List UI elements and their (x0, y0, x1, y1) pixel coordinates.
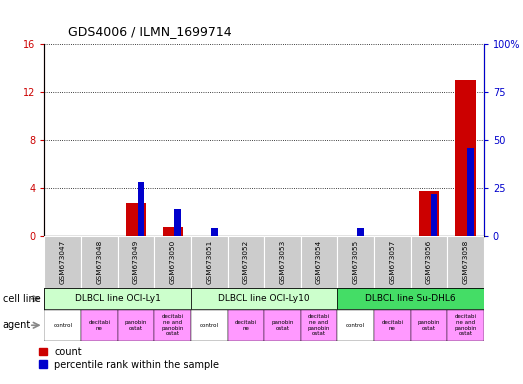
Text: GSM673057: GSM673057 (389, 240, 395, 284)
Bar (81, 310, 118, 341)
Bar (374, 310, 411, 341)
Bar (447, 236, 484, 288)
Text: control: control (200, 323, 219, 328)
Text: control: control (346, 323, 365, 328)
Bar (264, 310, 301, 341)
Bar (44, 310, 81, 341)
Text: agent: agent (3, 320, 31, 330)
Text: DLBCL line OCI-Ly10: DLBCL line OCI-Ly10 (218, 294, 310, 303)
Text: decitabi
ne: decitabi ne (235, 320, 257, 331)
Bar (456, 80, 475, 236)
Text: cell line: cell line (3, 294, 40, 304)
Bar (374, 236, 411, 288)
Text: decitabi
ne: decitabi ne (88, 320, 110, 331)
Text: GSM673054: GSM673054 (316, 240, 322, 284)
Bar (126, 203, 146, 236)
Bar (301, 236, 337, 288)
Bar (264, 236, 301, 288)
Bar (430, 194, 437, 236)
Bar (118, 310, 154, 341)
Bar (447, 310, 484, 341)
Text: control: control (53, 323, 72, 328)
Text: GSM673048: GSM673048 (96, 240, 103, 284)
Bar (467, 148, 474, 236)
Bar (174, 209, 181, 236)
Text: DLBCL line OCI-Ly1: DLBCL line OCI-Ly1 (75, 294, 161, 303)
Bar (337, 288, 484, 309)
Text: decitabi
ne and
panobin
ostat: decitabi ne and panobin ostat (162, 314, 184, 336)
Text: DLBCL line Su-DHL6: DLBCL line Su-DHL6 (365, 294, 456, 303)
Text: decitabi
ne and
panobin
ostat: decitabi ne and panobin ostat (308, 314, 330, 336)
Text: GSM673051: GSM673051 (206, 240, 212, 284)
Bar (154, 310, 191, 341)
Text: GSM673047: GSM673047 (60, 240, 66, 284)
Text: panobin
ostat: panobin ostat (125, 320, 147, 331)
Bar (211, 228, 218, 236)
Text: GSM673052: GSM673052 (243, 240, 249, 284)
Bar (154, 236, 191, 288)
Text: panobin
ostat: panobin ostat (271, 320, 293, 331)
Bar (191, 310, 228, 341)
Text: GSM673049: GSM673049 (133, 240, 139, 284)
Bar (81, 236, 118, 288)
Text: decitabi
ne: decitabi ne (381, 320, 403, 331)
Text: GSM673055: GSM673055 (353, 240, 359, 284)
Bar (44, 288, 191, 309)
Text: GSM673050: GSM673050 (169, 240, 176, 284)
Bar (411, 236, 447, 288)
Text: GSM673058: GSM673058 (462, 240, 469, 284)
Text: GDS4006 / ILMN_1699714: GDS4006 / ILMN_1699714 (68, 25, 232, 38)
Text: GSM673053: GSM673053 (279, 240, 286, 284)
Text: GSM673056: GSM673056 (426, 240, 432, 284)
Text: panobin
ostat: panobin ostat (418, 320, 440, 331)
Bar (44, 236, 81, 288)
Bar (191, 288, 337, 309)
Bar (163, 227, 183, 236)
Bar (228, 310, 264, 341)
Bar (357, 228, 364, 236)
Bar (419, 190, 439, 236)
Bar (411, 310, 447, 341)
Bar (118, 236, 154, 288)
Bar (138, 182, 144, 236)
Bar (337, 236, 374, 288)
Bar (337, 310, 374, 341)
Legend: count, percentile rank within the sample: count, percentile rank within the sample (39, 347, 220, 369)
Bar (228, 236, 264, 288)
Text: decitabi
ne and
panobin
ostat: decitabi ne and panobin ostat (454, 314, 476, 336)
Bar (301, 310, 337, 341)
Bar (191, 236, 228, 288)
